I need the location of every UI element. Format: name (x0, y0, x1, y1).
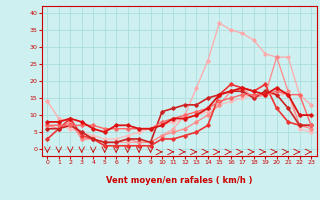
X-axis label: Vent moyen/en rafales ( km/h ): Vent moyen/en rafales ( km/h ) (106, 176, 252, 185)
